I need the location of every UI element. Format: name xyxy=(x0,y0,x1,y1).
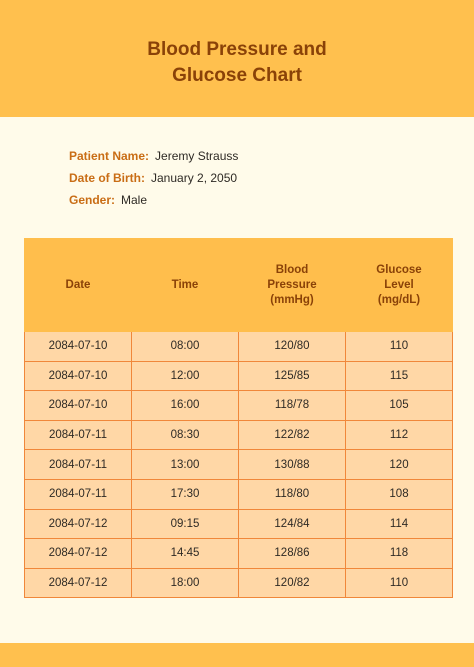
bp-cell: 118/78 xyxy=(238,390,346,421)
gender-value: Male xyxy=(121,193,148,207)
patient-name-value: Jeremy Strauss xyxy=(155,149,239,163)
glucose-cell: 114 xyxy=(345,508,453,540)
bp-cell: 124/84 xyxy=(238,508,346,540)
glucose-header: Glucose Level (mg/dL) xyxy=(345,238,453,332)
bp-cell: 122/82 xyxy=(238,419,346,451)
glucose-header-line-2: Level xyxy=(384,278,414,291)
gender-row: Gender: Male xyxy=(69,193,147,207)
time-cell: 08:00 xyxy=(131,331,239,362)
readings-table: Date Time Blood Pressure (mmHg) Glucose … xyxy=(24,238,453,599)
time-cell: 13:00 xyxy=(131,449,239,480)
glucose-header-line-3: (mg/dL) xyxy=(377,293,421,306)
bp-cell: 125/85 xyxy=(238,360,346,392)
time-cell: 08:30 xyxy=(131,419,239,451)
glucose-cell: 110 xyxy=(345,331,453,362)
time-cell: 09:15 xyxy=(131,508,239,540)
bp-header-line-3: (mmHg) xyxy=(270,293,314,306)
date-cell: 2084-07-11 xyxy=(24,419,132,451)
gender-label: Gender: xyxy=(69,193,116,207)
patient-name-label: Patient Name: xyxy=(69,149,150,163)
time-cell: 18:00 xyxy=(131,567,239,599)
dob-value: January 2, 2050 xyxy=(151,171,238,185)
glucose-cell: 115 xyxy=(345,360,453,392)
table-row: 2084-07-11 08:30 122/82 112 xyxy=(24,419,453,451)
table-row: 2084-07-10 16:00 118/78 105 xyxy=(24,390,453,421)
footer-banner xyxy=(0,643,474,667)
bp-cell: 118/80 xyxy=(238,478,346,510)
time-header: Time xyxy=(131,238,239,332)
date-cell: 2084-07-10 xyxy=(24,360,132,392)
date-cell: 2084-07-12 xyxy=(24,567,132,599)
table-row: 2084-07-10 08:00 120/80 110 xyxy=(24,331,453,362)
dob-label: Date of Birth: xyxy=(69,171,145,185)
title-line-2: Glucose Chart xyxy=(172,65,302,86)
time-cell: 14:45 xyxy=(131,538,239,569)
date-cell: 2084-07-12 xyxy=(24,508,132,540)
table-header-row: Date Time Blood Pressure (mmHg) Glucose … xyxy=(24,238,453,332)
bp-cell: 128/86 xyxy=(238,538,346,569)
table-row: 2084-07-10 12:00 125/85 115 xyxy=(24,360,453,392)
table-row: 2084-07-11 17:30 118/80 108 xyxy=(24,478,453,510)
bp-cell: 120/82 xyxy=(238,567,346,599)
patient-name-row: Patient Name: Jeremy Strauss xyxy=(69,149,238,163)
time-cell: 16:00 xyxy=(131,390,239,421)
date-cell: 2084-07-12 xyxy=(24,538,132,569)
header-banner xyxy=(0,0,474,117)
time-cell: 12:00 xyxy=(131,360,239,392)
blood-pressure-header: Blood Pressure (mmHg) xyxy=(238,238,346,332)
glucose-cell: 120 xyxy=(345,449,453,480)
date-cell: 2084-07-11 xyxy=(24,478,132,510)
bp-header-line-2: Pressure xyxy=(267,278,317,291)
glucose-cell: 110 xyxy=(345,567,453,599)
time-cell: 17:30 xyxy=(131,478,239,510)
table-row: 2084-07-12 18:00 120/82 110 xyxy=(24,567,453,599)
table-row: 2084-07-12 09:15 124/84 114 xyxy=(24,508,453,540)
bp-header-line-1: Blood xyxy=(275,263,309,276)
page-title: Blood Pressure and Glucose Chart xyxy=(0,37,474,89)
date-header: Date xyxy=(24,238,132,332)
dob-row: Date of Birth: January 2, 2050 xyxy=(69,171,237,185)
glucose-cell: 108 xyxy=(345,478,453,510)
date-cell: 2084-07-10 xyxy=(24,331,132,362)
title-line-1: Blood Pressure and xyxy=(147,39,327,60)
table-row: 2084-07-11 13:00 130/88 120 xyxy=(24,449,453,480)
date-cell: 2084-07-11 xyxy=(24,449,132,480)
glucose-cell: 118 xyxy=(345,538,453,569)
glucose-cell: 105 xyxy=(345,390,453,421)
date-cell: 2084-07-10 xyxy=(24,390,132,421)
glucose-header-line-1: Glucose xyxy=(376,263,422,276)
bp-cell: 120/80 xyxy=(238,331,346,362)
glucose-cell: 112 xyxy=(345,419,453,451)
bp-cell: 130/88 xyxy=(238,449,346,480)
table-row: 2084-07-12 14:45 128/86 118 xyxy=(24,538,453,569)
